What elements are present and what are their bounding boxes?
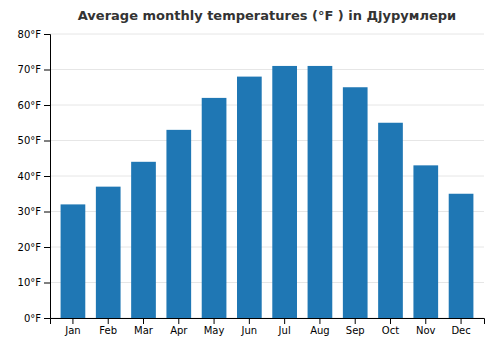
grid-line xyxy=(50,69,484,70)
tick-label: Oct xyxy=(382,325,399,336)
tick-label: May xyxy=(204,325,225,336)
tick-label: Jun xyxy=(241,325,258,336)
tick-label: Aug xyxy=(310,325,330,336)
tick-label: 20°F xyxy=(18,242,42,253)
bar xyxy=(237,77,262,318)
bar xyxy=(449,194,474,318)
tick-label: 80°F xyxy=(18,29,42,40)
tick-label: Nov xyxy=(416,325,436,336)
bar xyxy=(96,187,121,318)
bar xyxy=(166,130,191,318)
tick-mark xyxy=(72,318,73,324)
bars xyxy=(61,66,474,318)
tick: Jan xyxy=(64,318,80,336)
grid-line xyxy=(50,105,484,106)
tick-mark xyxy=(390,318,391,324)
tick-mark xyxy=(108,318,109,324)
tick: 40°F xyxy=(18,171,50,182)
tick: Feb xyxy=(99,318,117,336)
tick: Jul xyxy=(278,318,291,336)
tick-label: Jul xyxy=(278,325,291,336)
tick-mark xyxy=(44,283,50,284)
tick-mark xyxy=(44,176,50,177)
tick: Mar xyxy=(134,318,154,336)
tick-label: Jan xyxy=(64,325,80,336)
tick-label: Dec xyxy=(451,325,470,336)
tick-label: 40°F xyxy=(18,171,42,182)
tick-label: 50°F xyxy=(18,135,42,146)
tick-mark xyxy=(44,70,50,71)
tick-label: 0°F xyxy=(24,313,41,324)
tick-mark xyxy=(44,141,50,142)
tick-mark xyxy=(44,247,50,248)
tick: 30°F xyxy=(18,206,50,217)
tick: 20°F xyxy=(18,242,50,253)
tick: 10°F xyxy=(18,277,50,288)
tick: Sep xyxy=(346,318,365,336)
title: Average monthly temperatures (°F ) in Дј… xyxy=(78,8,456,23)
x-axis: Jan Feb Mar Apr May Jun Jul Aug Sep Oct Nov Dec xyxy=(51,318,485,336)
tick-mark xyxy=(44,318,50,319)
tick-label: 70°F xyxy=(18,64,42,75)
tick: Aug xyxy=(310,318,330,336)
axis-line xyxy=(51,319,485,325)
tick-mark xyxy=(249,318,250,324)
tick: Dec xyxy=(451,318,470,336)
tick-mark xyxy=(425,318,426,324)
tick-mark xyxy=(284,318,285,324)
tick-mark xyxy=(44,212,50,213)
tick-mark xyxy=(178,318,179,324)
tick: Apr xyxy=(170,318,188,336)
bar xyxy=(61,204,86,318)
tick-label: 30°F xyxy=(18,206,42,217)
tick: Oct xyxy=(382,318,399,336)
bar xyxy=(272,66,297,318)
bar xyxy=(308,66,333,318)
tick-mark xyxy=(355,318,356,324)
tick-mark xyxy=(319,318,320,324)
y-axis: 0°F 10°F 20°F 30°F 40°F 50°F 60°F 70°F 80°F xyxy=(18,29,51,324)
bar xyxy=(413,165,438,318)
tick: 0°F xyxy=(24,313,50,324)
tick-label: Sep xyxy=(346,325,365,336)
grid xyxy=(50,34,484,318)
chart: 0°F 10°F 20°F 30°F 40°F 50°F 60°F 70°F 80°F Jan Fe… xyxy=(0,0,500,350)
grid-line xyxy=(50,140,484,141)
tick-label: 60°F xyxy=(18,100,42,111)
tick-mark xyxy=(44,34,50,35)
tick: 80°F xyxy=(18,29,50,40)
tick-label: 10°F xyxy=(18,277,42,288)
tick-mark xyxy=(214,318,215,324)
tick-mark xyxy=(44,105,50,106)
tick: Jun xyxy=(241,318,258,336)
tick: 50°F xyxy=(18,135,50,146)
axis-line xyxy=(44,35,51,319)
tick: Nov xyxy=(416,318,436,336)
bar xyxy=(378,123,403,318)
tick: May xyxy=(204,318,225,336)
tick: 60°F xyxy=(18,100,50,111)
tick-label: Feb xyxy=(99,325,117,336)
grid-line xyxy=(50,34,484,35)
tick-label: Apr xyxy=(170,325,188,336)
bar xyxy=(202,98,227,318)
bar xyxy=(131,162,156,318)
tick: 70°F xyxy=(18,64,50,75)
tick-mark xyxy=(461,318,462,324)
tick-label: Mar xyxy=(134,325,154,336)
tick-mark xyxy=(143,318,144,324)
bar xyxy=(343,87,368,318)
